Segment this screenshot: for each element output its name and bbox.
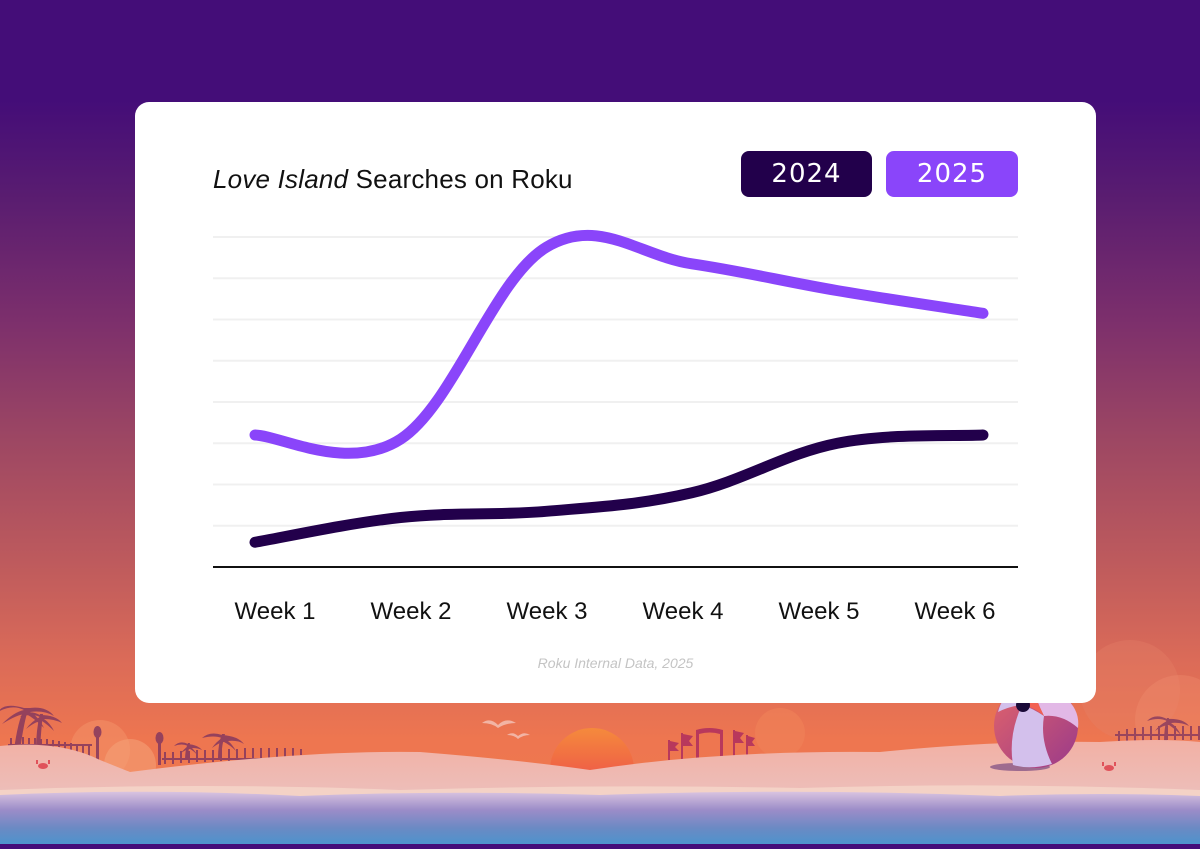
chart-title-rest: Searches on Roku (348, 164, 573, 194)
x-tick-week-1: Week 1 (234, 598, 316, 625)
source-note: Roku Internal Data, 2025 (537, 655, 694, 671)
series-line-2025 (249, 229, 989, 459)
chart-title: Love Island Searches on Roku (213, 164, 573, 195)
x-tick-week-6: Week 6 (914, 598, 996, 625)
legend-2025-label: 2025 (916, 159, 988, 189)
legend-2025[interactable]: 2025 (886, 151, 1018, 197)
chart-title-show-name: Love Island (213, 164, 349, 194)
line-chart-plot (213, 229, 1018, 568)
x-tick-week-4: Week 4 (642, 598, 724, 625)
chart-card: Love Island Searches on Roku 2024 2025 W… (135, 102, 1096, 703)
series-line-2024 (249, 429, 989, 548)
x-tick-week-3: Week 3 (506, 598, 588, 625)
gridlines (213, 236, 1018, 527)
legend-2024-label: 2024 (771, 159, 842, 189)
legend-2024[interactable]: 2024 (741, 151, 872, 197)
x-tick-week-5: Week 5 (778, 598, 860, 625)
x-tick-week-2: Week 2 (370, 598, 452, 625)
